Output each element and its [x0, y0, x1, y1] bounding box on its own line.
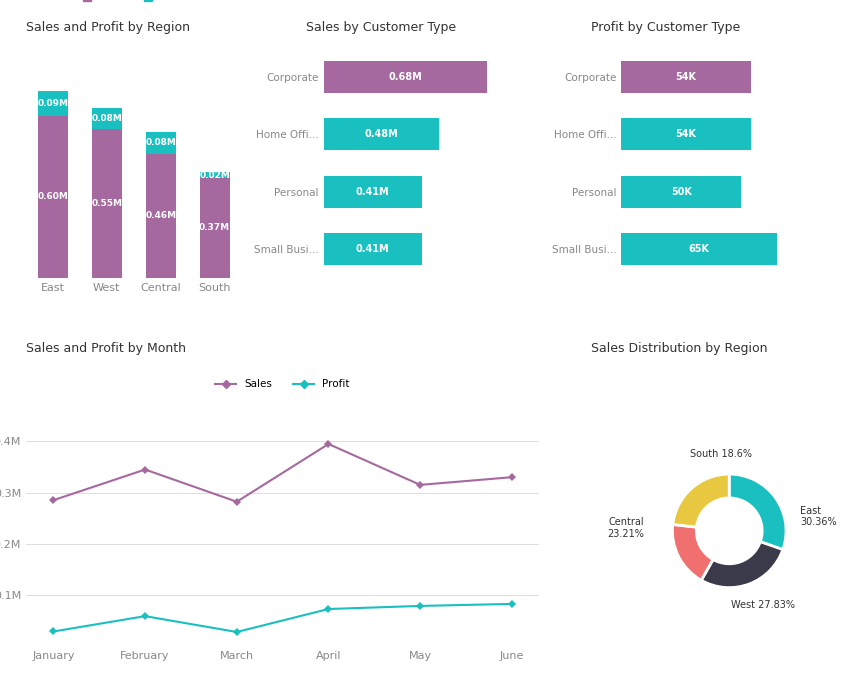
Wedge shape: [729, 474, 786, 550]
Text: East
30.36%: East 30.36%: [800, 506, 837, 528]
Bar: [324, 176, 422, 207]
Bar: [200, 172, 230, 178]
Text: Sales by Customer Type: Sales by Customer Type: [306, 21, 457, 34]
Text: 0.08M: 0.08M: [91, 114, 123, 123]
Bar: [621, 118, 751, 150]
Text: West 27.83%: West 27.83%: [731, 600, 796, 609]
Text: 0.08M: 0.08M: [145, 138, 176, 147]
Text: 0.55M: 0.55M: [91, 199, 123, 208]
Wedge shape: [672, 524, 713, 581]
Text: 0.46M: 0.46M: [145, 212, 176, 221]
Bar: [200, 178, 230, 278]
Text: Sales Distribution by Region: Sales Distribution by Region: [591, 341, 768, 354]
Bar: [324, 61, 487, 93]
Text: 50K: 50K: [671, 187, 692, 196]
Text: Sales and Profit by Month: Sales and Profit by Month: [26, 341, 186, 354]
Bar: [92, 129, 122, 278]
Text: 0.02M: 0.02M: [199, 170, 230, 180]
Text: 65K: 65K: [689, 245, 709, 254]
Wedge shape: [702, 542, 783, 587]
Legend: Sales, Profit: Sales, Profit: [79, 0, 189, 6]
Text: 0.37M: 0.37M: [199, 223, 230, 232]
Wedge shape: [673, 474, 729, 527]
Bar: [621, 234, 778, 265]
Bar: [324, 234, 422, 265]
Bar: [621, 176, 741, 207]
Bar: [621, 61, 751, 93]
Bar: [92, 108, 122, 129]
Text: 54K: 54K: [676, 129, 696, 139]
Text: 0.41M: 0.41M: [356, 187, 389, 196]
Text: 0.41M: 0.41M: [356, 245, 389, 254]
Text: Profit by Customer Type: Profit by Customer Type: [591, 21, 740, 34]
Text: 0.48M: 0.48M: [364, 129, 398, 139]
Text: 0.60M: 0.60M: [37, 192, 68, 201]
Text: 0.68M: 0.68M: [388, 72, 422, 82]
Bar: [38, 91, 67, 115]
Legend: Sales, Profit: Sales, Profit: [211, 375, 354, 394]
Bar: [324, 118, 438, 150]
Text: Central
23.21%: Central 23.21%: [608, 517, 644, 539]
Bar: [38, 115, 67, 278]
Bar: [146, 132, 175, 154]
Text: South 18.6%: South 18.6%: [690, 449, 752, 459]
Bar: [146, 154, 175, 278]
Text: 54K: 54K: [676, 72, 696, 82]
Text: Sales and Profit by Region: Sales and Profit by Region: [26, 21, 190, 34]
Text: 0.09M: 0.09M: [37, 99, 68, 108]
